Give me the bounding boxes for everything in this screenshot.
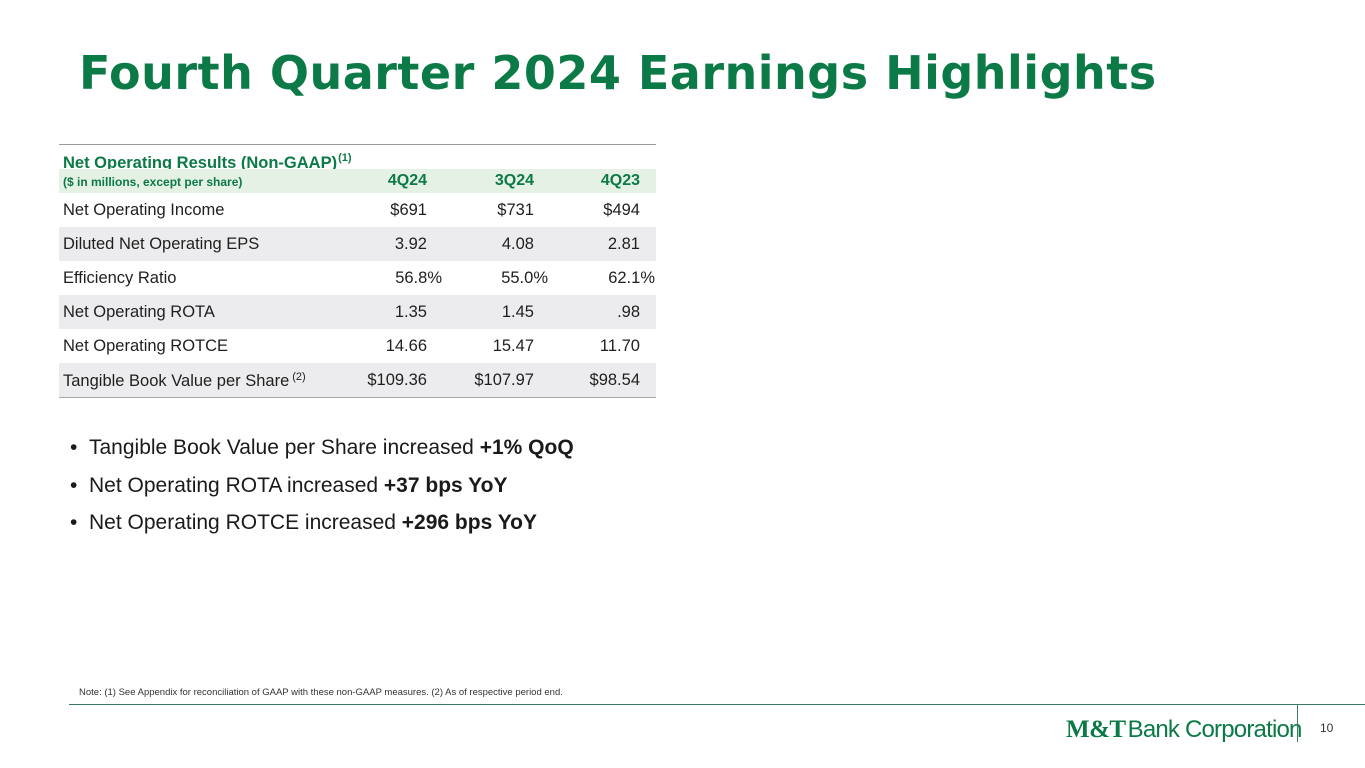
table-bottom-rule <box>59 397 656 398</box>
bullet-icon: • <box>70 511 78 534</box>
table-row: Diluted Net Operating EPS 3.92 4.08 2.81 <box>59 227 656 261</box>
cell-3q24: 55.0% <box>501 269 548 287</box>
logo-text: Bank Corporation <box>1127 716 1303 743</box>
cell-3q24: 4.08 <box>501 235 534 253</box>
cell-4q24: 14.66 <box>385 337 427 355</box>
cell-3q24: 1.45 <box>501 303 534 321</box>
footer-separator <box>1297 705 1298 742</box>
cell-3q24: $107.97 <box>474 371 534 389</box>
table-row: Net Operating ROTA 1.35 1.45 .98 <box>59 295 656 329</box>
row-label: Net Operating Income <box>63 201 225 219</box>
cell-4q23: 62.1% <box>608 269 655 287</box>
table-title-text: Net Operating Results (Non-GAAP) <box>63 154 338 172</box>
slide-title: Fourth Quarter 2024 Earnings Highlights <box>79 46 1157 100</box>
row-label: Net Operating ROTA <box>63 303 215 321</box>
table-header-row: ($ in millions, except per share) 4Q24 3… <box>59 169 656 193</box>
cell-4q23: $98.54 <box>589 371 640 389</box>
cell-4q24: 56.8% <box>395 269 442 287</box>
bullet-emphasis: +37 bps YoY <box>383 473 508 497</box>
cell-4q24: $109.36 <box>367 371 427 389</box>
bullet-text: Tangible Book Value per Share increased <box>89 436 480 459</box>
row-label: Net Operating ROTCE <box>63 337 229 355</box>
row-label: Diluted Net Operating EPS <box>63 235 260 253</box>
bullet-text: Net Operating ROTCE increased <box>89 511 402 534</box>
table-title: Net Operating Results (Non-GAAP)(1) <box>59 145 656 172</box>
row-label-text: Tangible Book Value per Share <box>63 372 290 390</box>
cell-4q23: 2.81 <box>607 235 640 253</box>
cell-3q24: $731 <box>497 201 534 219</box>
cell-4q23: $494 <box>603 201 640 219</box>
company-logo: M&TBank Corporation <box>1066 714 1302 746</box>
table-row: Efficiency Ratio 56.8% 55.0% 62.1% <box>59 261 656 295</box>
cell-4q24: 1.35 <box>394 303 427 321</box>
cell-4q23: .98 <box>617 303 640 321</box>
bullet-emphasis: +1% QoQ <box>479 436 574 459</box>
table-title-footnote: (1) <box>338 152 352 164</box>
bullet-icon: • <box>70 436 78 459</box>
table-units-label: ($ in millions, except per share) <box>63 175 243 189</box>
logo-mark: M&T <box>1066 716 1126 743</box>
bullet-icon: • <box>70 473 78 497</box>
table-top-rule <box>59 144 656 145</box>
page-number: 10 <box>1320 721 1334 735</box>
footnote: Note: (1) See Appendix for reconciliatio… <box>79 687 563 698</box>
column-header-3q24: 3Q24 <box>494 172 534 189</box>
row-label: Efficiency Ratio <box>63 269 177 287</box>
cell-3q24: 15.47 <box>492 337 534 355</box>
cell-4q23: 11.70 <box>599 337 640 355</box>
highlights-list: • Tangible Book Value per Share increased… <box>70 433 574 546</box>
row-label: Tangible Book Value per Share (2) <box>63 371 306 391</box>
column-header-4q24: 4Q24 <box>387 172 427 189</box>
cell-4q24: 3.92 <box>394 235 427 253</box>
cell-4q24: $691 <box>390 201 427 219</box>
list-item: • Tangible Book Value per Share increased… <box>70 433 574 471</box>
table-row: Net Operating ROTCE 14.66 15.47 11.70 <box>59 329 656 363</box>
operating-results-table: Net Operating Results (Non-GAAP)(1) ($ i… <box>59 144 656 398</box>
list-item: • Net Operating ROTCE increased +296 bps … <box>70 508 574 546</box>
bullet-emphasis: +296 bps YoY <box>401 511 538 534</box>
list-item: • Net Operating ROTA increased +37 bps Yo… <box>70 471 574 509</box>
column-header-4q23: 4Q23 <box>600 172 640 189</box>
row-label-footnote: (2) <box>292 371 306 383</box>
table-row: Net Operating Income $691 $731 $494 <box>59 193 656 227</box>
footer-divider <box>69 704 1365 705</box>
bullet-text: Net Operating ROTA increased <box>89 473 384 497</box>
table-row: Tangible Book Value per Share (2) $109.36… <box>59 363 656 397</box>
